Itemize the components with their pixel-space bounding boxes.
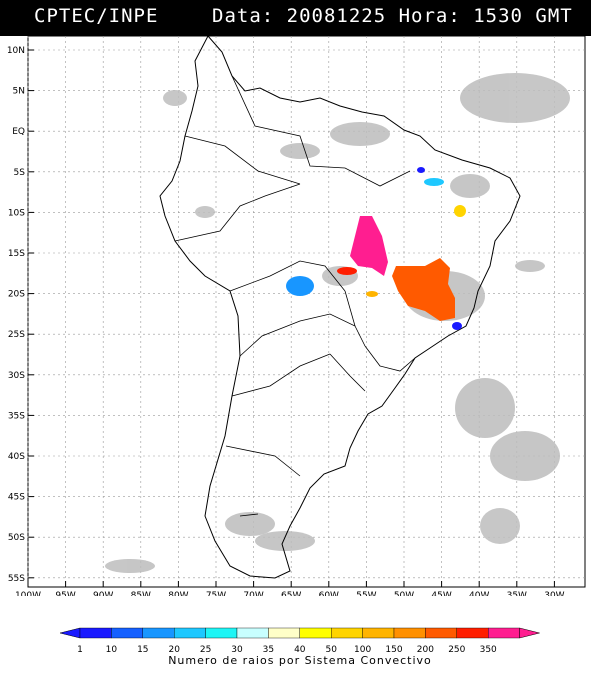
lat-label: 55S xyxy=(8,574,25,584)
lon-label: 80W xyxy=(168,591,188,596)
legend-value: 250 xyxy=(448,645,465,655)
legend-value: 25 xyxy=(200,645,211,655)
lon-label: 40W xyxy=(469,591,489,596)
legend-value: 20 xyxy=(168,645,180,655)
legend-swatch xyxy=(142,627,175,639)
legend-swatch xyxy=(488,627,520,639)
legend-value: 15 xyxy=(137,645,148,655)
lat-label: 5S xyxy=(14,168,26,178)
lightning-cluster xyxy=(454,205,466,217)
lightning-cluster xyxy=(417,167,425,173)
header-bar: CPTEC/INPE Data: 20081225 Hora: 1530 GMT xyxy=(0,0,591,36)
lat-label: 25S xyxy=(8,330,25,340)
legend-title: Numero de raios por Sistema Convectivo xyxy=(168,654,432,667)
lon-label: 50W xyxy=(394,591,414,596)
legend-value: 200 xyxy=(417,645,434,655)
lat-label: 5N xyxy=(13,87,25,97)
legend-value: 150 xyxy=(385,645,402,655)
lon-label: 100W xyxy=(15,591,41,596)
lightning-cluster xyxy=(392,258,455,321)
lightning-map: 10N 5N EQ 5S 10S 15S 20S 25S 30S 35S 40S 45S 50S 55S … xyxy=(0,35,600,601)
legend-value: 40 xyxy=(294,645,306,655)
legend-swatch xyxy=(111,627,144,639)
lat-label: 15S xyxy=(8,249,25,259)
legend-swatch xyxy=(393,627,426,639)
timestamp-label: Data: 20081225 Hora: 1530 GMT xyxy=(212,5,573,27)
legend-swatch xyxy=(79,627,112,639)
continent-outline xyxy=(159,35,521,579)
lon-label: 75W xyxy=(206,591,226,596)
lon-label: 85W xyxy=(131,591,151,596)
lat-label: 50S xyxy=(8,533,25,543)
legend-value: 100 xyxy=(354,645,371,655)
lon-label: 30W xyxy=(544,591,564,596)
lightning-clusters xyxy=(286,167,466,330)
legend-swatch xyxy=(456,627,489,639)
legend-value: 350 xyxy=(480,645,497,655)
legend-swatch xyxy=(205,627,238,639)
legend-swatch xyxy=(299,627,332,639)
legend-swatch xyxy=(236,627,269,639)
legend-value: 30 xyxy=(231,645,243,655)
lat-label: 40S xyxy=(8,452,25,462)
legend: 1 10 15 20 25 30 35 40 50 100 150 200 250 350 xyxy=(0,626,600,670)
lightning-cluster xyxy=(350,216,388,276)
lon-label: 45W xyxy=(431,591,451,596)
legend-arrow-right xyxy=(519,627,540,639)
lon-label: 35W xyxy=(507,591,527,596)
lightning-cluster xyxy=(286,276,314,296)
legend-value: 50 xyxy=(325,645,337,655)
legend-svg: 1 10 15 20 25 30 35 40 50 100 150 200 250 350 xyxy=(59,627,540,655)
legend-value: 35 xyxy=(263,645,274,655)
lat-label: 30S xyxy=(8,371,25,381)
legend-arrow-left xyxy=(59,627,81,639)
latitude-labels: 10N 5N EQ 5S 10S 15S 20S 25S 30S 35S 40S 45S 50S 55S xyxy=(7,46,25,584)
legend-value: 1 xyxy=(77,645,83,655)
legend-swatch xyxy=(268,627,300,639)
longitude-labels: 100W 95W 90W 85W 80W 75W 70W 65W 60W 55W 50W 45W 40W… xyxy=(15,591,565,601)
lightning-cluster xyxy=(452,322,462,330)
lightning-cluster xyxy=(366,291,378,297)
lat-label: 35S xyxy=(8,411,25,421)
legend-swatch xyxy=(362,627,395,639)
lon-label: 95W xyxy=(55,591,75,596)
organization-label: CPTEC/INPE xyxy=(34,5,159,27)
lightning-cluster xyxy=(337,267,357,275)
country-borders xyxy=(174,75,416,517)
lon-label: 65W xyxy=(281,591,301,596)
map-svg: 10N5NEQ5S10S15S20S25S30S35S40S45S50S55S … xyxy=(7,35,586,601)
lon-label: 55W xyxy=(356,591,376,596)
lon-label: 90W xyxy=(93,591,113,596)
legend-swatch xyxy=(425,627,457,639)
legend-colorbar xyxy=(59,627,540,639)
lon-label: 60W xyxy=(319,591,339,596)
legend-swatch xyxy=(331,627,363,639)
lightning-cluster xyxy=(424,178,444,186)
lat-label: 10N xyxy=(7,46,25,56)
legend-labels: 1 10 15 20 25 30 35 40 50 100 150 200 250 350 xyxy=(77,645,497,655)
lat-label: EQ xyxy=(12,127,25,137)
legend-swatch xyxy=(173,627,206,639)
lat-label: 20S xyxy=(8,290,25,300)
lat-label: 45S xyxy=(8,493,25,503)
lat-label: 10S xyxy=(8,208,25,218)
lon-label: 70W xyxy=(243,591,263,596)
legend-value: 10 xyxy=(106,645,118,655)
